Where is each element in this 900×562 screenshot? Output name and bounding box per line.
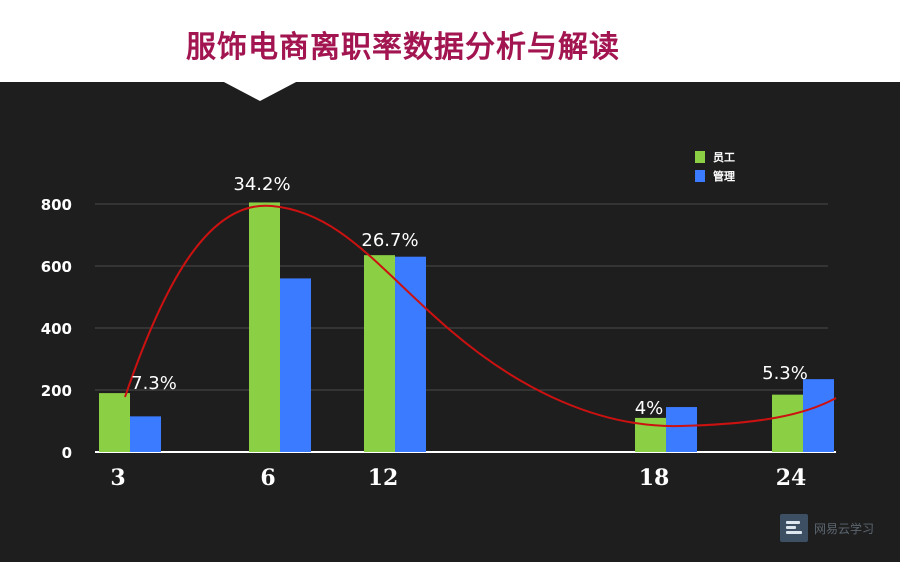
legend-label: 管理 — [713, 169, 735, 183]
bar-employee-12 — [364, 255, 395, 452]
bar-manager-18 — [666, 407, 697, 452]
trend-line — [124, 204, 837, 428]
legend-label: 员工 — [713, 151, 735, 164]
y-tick-label: 400 — [41, 320, 72, 338]
bar-employee-24 — [772, 394, 803, 452]
x-tick-label: 24 — [776, 465, 807, 491]
percent-label: 26.7% — [361, 230, 418, 251]
bar-employee-6 — [249, 202, 280, 452]
percent-label: 5.3% — [762, 363, 808, 384]
watermark: 网易云学习 — [780, 514, 874, 542]
y-axis-ticks: 0 200 400 600 800 — [41, 196, 72, 462]
watermark-text: 网易云学习 — [814, 521, 875, 536]
percent-label: 7.3% — [131, 373, 177, 394]
x-tick-label: 6 — [260, 465, 275, 491]
y-tick-label: 200 — [41, 382, 72, 400]
bar-manager-24 — [803, 379, 834, 452]
x-tick-label: 12 — [368, 465, 399, 491]
page-title: 服饰电商离职率数据分析与解读 — [186, 30, 620, 65]
percent-label: 4% — [635, 398, 664, 419]
title-bar — [0, 0, 900, 82]
x-axis-ticks: 3 6 12 18 24 — [110, 465, 806, 491]
x-tick-label: 3 — [110, 465, 125, 491]
bar-manager-12 — [395, 256, 426, 452]
x-tick-label: 18 — [639, 465, 670, 491]
y-tick-label: 800 — [41, 196, 72, 214]
bar-employee-3 — [99, 393, 130, 452]
legend-swatch-employee — [695, 151, 705, 163]
bar-manager-3 — [130, 416, 161, 452]
chart-grid — [95, 203, 836, 453]
chart-bars — [99, 202, 834, 452]
y-tick-label: 600 — [41, 258, 72, 276]
percent-labels: 7.3% 34.2% 26.7% 4% 5.3% — [131, 174, 808, 419]
bar-manager-6 — [280, 278, 311, 452]
watermark-logo-icon — [780, 514, 808, 542]
title-notch — [222, 81, 298, 101]
percent-label: 34.2% — [233, 174, 290, 195]
legend-swatch-manager — [695, 170, 705, 182]
y-tick-label: 0 — [62, 444, 72, 462]
